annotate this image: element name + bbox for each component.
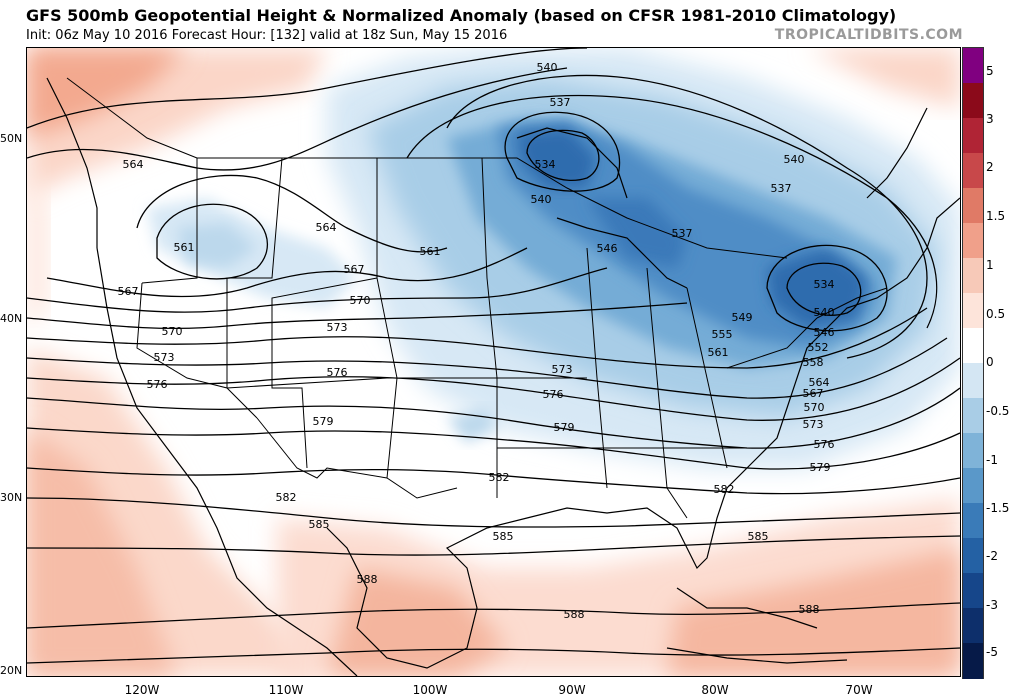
- contour-label: 564: [123, 158, 144, 171]
- colorbar-label: 5: [986, 64, 994, 78]
- contour-label: 576: [814, 438, 835, 451]
- contour-label: 567: [344, 263, 365, 276]
- colorbar-label: 0.5: [986, 307, 1006, 321]
- contour-label: 588: [357, 573, 378, 586]
- contour-label: 567: [803, 387, 824, 400]
- lon-label-120w: 120W: [124, 683, 160, 697]
- colorbar-segment: [963, 188, 983, 224]
- contour-label: 561: [708, 346, 729, 359]
- colorbar-label: 1: [986, 258, 994, 272]
- contour-label: 576: [327, 366, 348, 379]
- colorbar-segment: [963, 258, 983, 294]
- contour-label: 570: [162, 325, 183, 338]
- contour-label: 546: [814, 326, 835, 339]
- contour-label: 540: [814, 306, 835, 319]
- map-title: GFS 500mb Geopotential Height & Normaliz…: [26, 6, 897, 25]
- contour-label: 579: [313, 415, 334, 428]
- site-brand[interactable]: TROPICALTIDBITS.COM: [774, 27, 963, 43]
- contour-label: 537: [672, 227, 693, 240]
- colorbar-label: 3: [986, 112, 994, 126]
- contour-label: 564: [316, 221, 337, 234]
- political-borders: [66, 77, 888, 519]
- colorbar-segment: [963, 83, 983, 119]
- map-panel: 540 537 534 540 540 537 564 561 564 561 …: [26, 47, 961, 677]
- contour-label: 579: [554, 421, 575, 434]
- contour-label: 570: [350, 294, 371, 307]
- contour-label: 540: [531, 193, 552, 206]
- contour-label: 561: [420, 245, 441, 258]
- contour-label: 576: [147, 378, 168, 391]
- colorbar-segment: [963, 538, 983, 574]
- colorbar-label: -5: [986, 645, 998, 659]
- lon-label-110w: 110W: [268, 683, 304, 697]
- colorbar-segment: [963, 293, 983, 329]
- colorbar-label: -1: [986, 453, 998, 467]
- colorbar-segment: [963, 223, 983, 259]
- lon-label-80w: 80W: [701, 683, 729, 697]
- anomaly-colorbar: [962, 47, 984, 679]
- contour-label: 588: [799, 603, 820, 616]
- map-canvas: 540 537 534 540 540 537 564 561 564 561 …: [27, 48, 960, 676]
- contour-label: 582: [714, 483, 735, 496]
- colorbar-segment: [963, 363, 983, 399]
- colorbar-label: -2: [986, 549, 998, 563]
- lat-label-50n: 50N: [0, 132, 23, 145]
- contour-label: 579: [810, 461, 831, 474]
- colorbar-label: -3: [986, 598, 998, 612]
- contour-label: 558: [803, 356, 824, 369]
- contour-label: 573: [327, 321, 348, 334]
- contour-label: 546: [597, 242, 618, 255]
- contour-label: 534: [814, 278, 835, 291]
- init-valid-time: Init: 06z May 10 2016 Forecast Hour: [13…: [26, 28, 508, 43]
- colorbar-label: -1.5: [986, 501, 1010, 515]
- contour-label: 564: [809, 376, 830, 389]
- contour-label: 573: [154, 351, 175, 364]
- contour-label: 540: [784, 153, 805, 166]
- lat-label-30n: 30N: [0, 491, 23, 504]
- colorbar-segment: [963, 573, 983, 609]
- lon-label-100w: 100W: [412, 683, 448, 697]
- height-contours: [27, 48, 960, 664]
- lon-label-90w: 90W: [558, 683, 586, 697]
- contour-label: 567: [118, 285, 139, 298]
- contour-label: 552: [808, 341, 829, 354]
- colorbar-segment: [963, 608, 983, 644]
- contour-label: 585: [748, 530, 769, 543]
- lat-label-40n: 40N: [0, 312, 23, 325]
- contour-label: 588: [564, 608, 585, 621]
- colorbar-segment: [963, 503, 983, 539]
- colorbar-segment: [963, 153, 983, 189]
- colorbar-segment: [963, 328, 983, 364]
- contour-label: 576: [543, 388, 564, 401]
- colorbar-label: -0.5: [986, 404, 1010, 418]
- contour-label: 582: [489, 471, 510, 484]
- contour-labels: 540 537 534 540 540 537 564 561 564 561 …: [118, 61, 835, 621]
- contour-label: 570: [804, 401, 825, 414]
- contour-label: 561: [174, 241, 195, 254]
- contour-label: 537: [771, 182, 792, 195]
- contour-label: 573: [552, 363, 573, 376]
- coastlines: [46, 77, 960, 676]
- contour-label: 549: [732, 311, 753, 324]
- colorbar-segment: [963, 643, 983, 679]
- contour-label: 573: [803, 418, 824, 431]
- contour-label: 537: [550, 96, 571, 109]
- colorbar-segment: [963, 468, 983, 504]
- lat-label-20n: 20N: [0, 664, 23, 677]
- colorbar-label: 0: [986, 355, 994, 369]
- contour-label: 540: [537, 61, 558, 74]
- colorbar-segment: [963, 433, 983, 469]
- colorbar-segment: [963, 118, 983, 154]
- colorbar-label: 2: [986, 160, 994, 174]
- contour-label: 534: [535, 158, 556, 171]
- colorbar-label: 1.5: [986, 209, 1006, 223]
- lon-label-70w: 70W: [845, 683, 873, 697]
- colorbar-segment: [963, 48, 983, 84]
- contour-label: 585: [493, 530, 514, 543]
- contour-label: 555: [712, 328, 733, 341]
- contour-label: 582: [276, 491, 297, 504]
- colorbar-segment: [963, 398, 983, 434]
- contour-label: 585: [309, 518, 330, 531]
